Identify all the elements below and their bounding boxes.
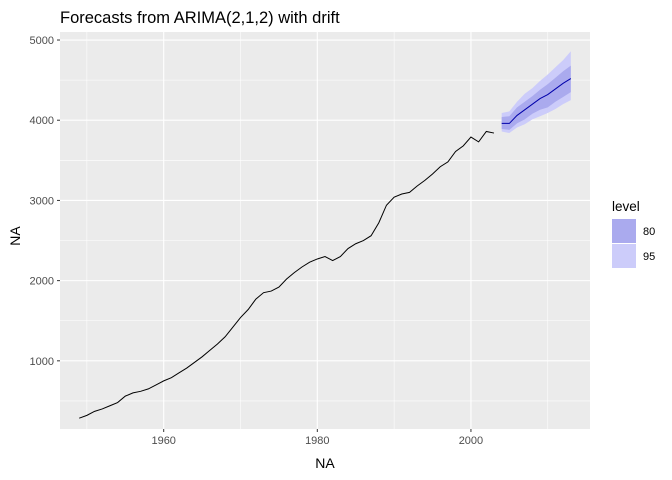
forecast-mean-line: [501, 78, 572, 124]
x-axis-title: NA: [315, 455, 335, 471]
y-tick-label: 3000: [30, 195, 54, 207]
chart-title: Forecasts from ARIMA(2,1,2) with drift: [60, 9, 340, 27]
x-tick-label: 1960: [151, 435, 175, 447]
x-axis: 1960 1980 2000: [151, 429, 483, 447]
legend-swatch-80: [612, 219, 636, 243]
y-tick-label: 5000: [30, 35, 54, 47]
y-tick-label: 4000: [30, 115, 54, 127]
y-axis-title: NA: [7, 226, 23, 246]
grid-major: [60, 32, 590, 429]
legend-title: level: [612, 199, 640, 214]
history-series-line: [79, 130, 495, 419]
grid-minor: [60, 32, 590, 429]
x-tick-label: 2000: [459, 435, 483, 447]
plot-panel: [60, 32, 590, 429]
x-tick-label: 1980: [305, 435, 329, 447]
legend: level 80 95: [612, 199, 655, 268]
y-tick-label: 2000: [30, 276, 54, 288]
y-axis: 1000 2000 3000 4000 5000: [30, 35, 60, 368]
legend-swatch-95: [612, 244, 636, 268]
legend-label-95: 95: [643, 251, 655, 263]
y-tick-label: 1000: [30, 356, 54, 368]
legend-label-80: 80: [643, 226, 655, 238]
